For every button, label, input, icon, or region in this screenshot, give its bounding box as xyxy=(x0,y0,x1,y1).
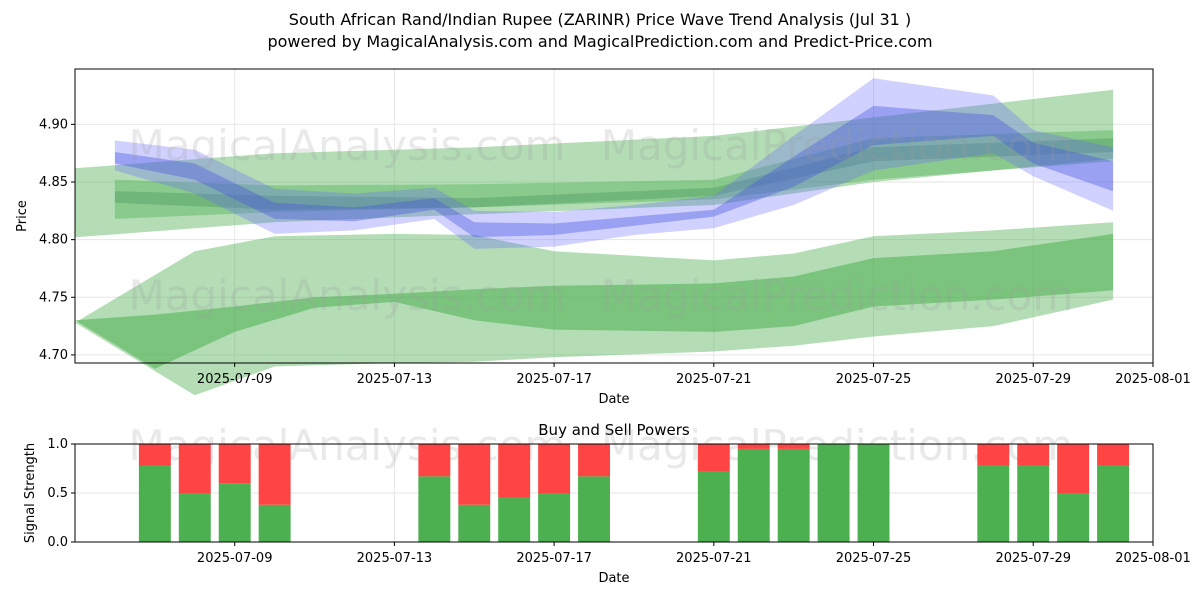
price-plot-frame xyxy=(74,68,1154,364)
price-x-tick-label: 2025-07-29 xyxy=(995,372,1071,387)
price-band-green-inner xyxy=(75,233,1114,369)
price-x-tick-label: 2025-07-25 xyxy=(836,372,912,387)
price-watermark: MagicalAnalysis.com xyxy=(129,271,566,320)
price-x-tick-label: 2025-07-17 xyxy=(516,372,592,387)
buy-sell-chart-title: Buy and Sell Powers xyxy=(538,421,690,439)
sell-bar xyxy=(1057,444,1090,493)
sell-bar xyxy=(138,444,171,466)
buy-sell-x-tick-label: 2025-08-01 xyxy=(1115,551,1191,566)
price-band-green-upper-inner xyxy=(114,130,1114,219)
price-y-tick-label: 4.85 xyxy=(39,175,68,190)
sell-bar xyxy=(777,444,810,449)
chart-title: South African Rand/Indian Rupee (ZARINR)… xyxy=(288,10,912,29)
buy-sell-y-tick-label: 0.5 xyxy=(47,486,68,501)
sell-bar xyxy=(538,444,571,493)
buy-sell-x-axis-label: Date xyxy=(598,571,629,586)
buy-sell-axis-ticks: 0.0 0.5 1.0 2025-07-09 2025-07-13 2025-07-17 2… xyxy=(47,437,1190,566)
price-axis-ticks: 4.70 4.75 4.80 4.85 4.90 2025-07-09 2025-07-13… xyxy=(39,117,1191,387)
chart-subtitle: powered by MagicalAnalysis.com and Magic… xyxy=(267,32,933,51)
price-watermarks: MagicalAnalysis.com MagicalPrediction.com… xyxy=(129,121,1074,320)
buy-bar xyxy=(737,448,770,542)
sell-bar xyxy=(178,444,211,493)
price-y-tick-label: 4.70 xyxy=(39,348,68,363)
buy-sell-x-tick-label: 2025-07-17 xyxy=(516,551,592,566)
price-x-tick-label: 2025-07-09 xyxy=(197,372,273,387)
sell-bar xyxy=(1017,444,1050,466)
price-y-tick-label: 4.75 xyxy=(39,290,68,305)
buy-sell-x-tick-label: 2025-07-09 xyxy=(197,551,273,566)
sell-bar xyxy=(258,444,291,505)
price-wave-chart: MagicalAnalysis.com MagicalPrediction.com… xyxy=(15,68,1191,407)
price-x-tick-label: 2025-07-21 xyxy=(676,372,752,387)
price-watermark: MagicalPrediction.com xyxy=(601,121,1074,170)
price-watermark: MagicalPrediction.com xyxy=(601,271,1074,320)
buy-bar xyxy=(458,504,491,542)
buy-bar xyxy=(1017,465,1050,542)
sell-bar xyxy=(218,444,251,484)
buy-bar xyxy=(777,448,810,542)
price-x-tick-label: 2025-08-01 xyxy=(1115,372,1191,387)
price-y-axis-label: Price xyxy=(15,200,30,232)
sell-bar xyxy=(498,444,531,498)
buy-bar xyxy=(138,465,171,542)
sell-bar xyxy=(418,444,451,477)
buy-bar xyxy=(857,444,890,542)
sell-bar xyxy=(1097,444,1130,466)
buy-bar xyxy=(178,493,211,542)
price-bands xyxy=(75,78,1114,396)
buy-bar xyxy=(578,476,611,542)
price-band-green-upper-core xyxy=(114,138,1114,210)
sell-bar xyxy=(737,444,770,449)
buy-bar xyxy=(1097,465,1130,542)
price-y-tick-label: 4.90 xyxy=(39,117,68,132)
buy-bar xyxy=(977,465,1010,542)
buy-bar xyxy=(697,471,730,542)
price-band-blue-wave xyxy=(114,78,1114,249)
price-x-axis-label: Date xyxy=(598,392,629,407)
sell-bar xyxy=(697,444,730,472)
buy-sell-power-chart: Buy and Sell Powers MagicalAnalysis.comM… xyxy=(23,421,1191,586)
buy-sell-x-tick-label: 2025-07-13 xyxy=(357,551,433,566)
buy-bar xyxy=(218,483,251,542)
price-watermark: MagicalAnalysis.com xyxy=(129,121,566,170)
sell-bar xyxy=(977,444,1010,466)
buy-bar xyxy=(498,497,531,542)
buy-sell-x-tick-label: 2025-07-25 xyxy=(836,551,912,566)
price-y-tick-label: 4.80 xyxy=(39,233,68,248)
buy-sell-x-tick-label: 2025-07-21 xyxy=(676,551,752,566)
buy-bar xyxy=(258,504,291,542)
buy-sell-x-tick-label: 2025-07-29 xyxy=(995,551,1071,566)
price-band-blue-core xyxy=(114,105,1114,238)
sell-bar xyxy=(458,444,491,505)
buy-bar xyxy=(538,493,571,542)
buy-bar xyxy=(1057,493,1090,542)
buy-sell-y-tick-label: 0.0 xyxy=(47,535,68,550)
price-x-tick-label: 2025-07-13 xyxy=(357,372,433,387)
buy-bar xyxy=(817,444,850,542)
buy-sell-bars xyxy=(138,444,1130,542)
buy-bar xyxy=(418,476,451,542)
buy-sell-y-tick-label: 1.0 xyxy=(47,437,68,452)
price-band-green-upper-outer xyxy=(75,89,1114,238)
buy-sell-y-axis-label: Signal Strength xyxy=(23,443,38,543)
sell-bar xyxy=(578,444,611,477)
